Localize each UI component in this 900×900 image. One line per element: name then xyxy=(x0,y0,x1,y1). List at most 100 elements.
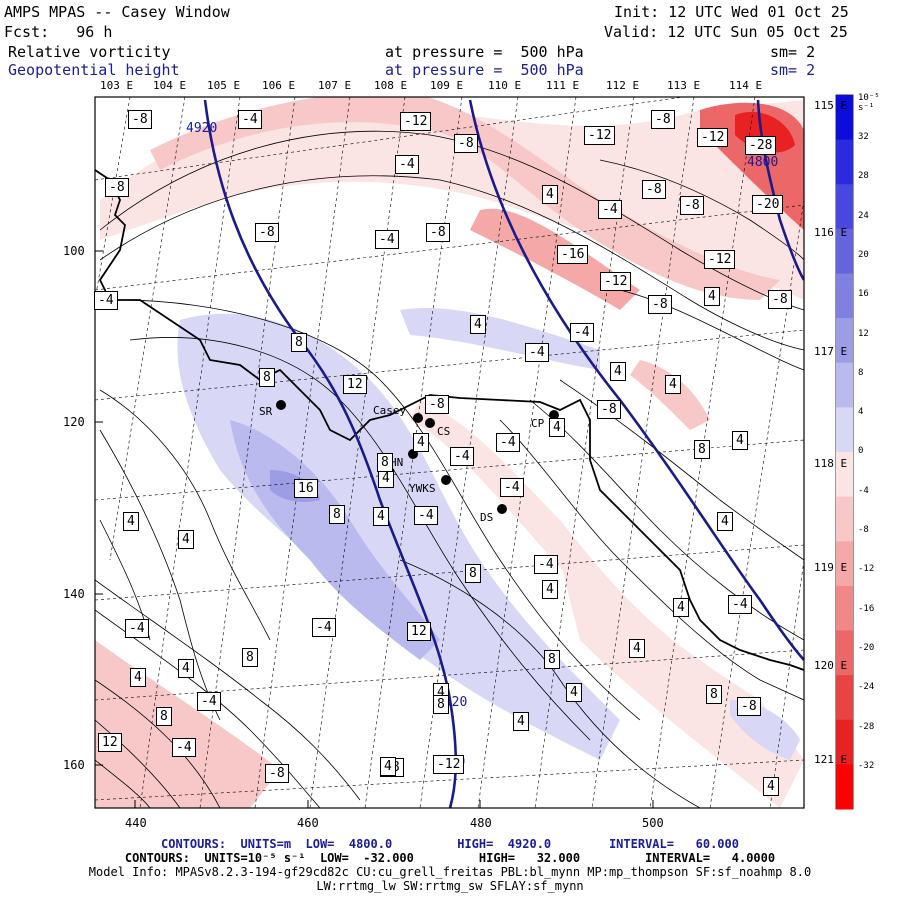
lat-label: 116 E xyxy=(814,226,848,239)
colorbar-segment xyxy=(836,139,853,185)
contour-value-label: -4 xyxy=(598,200,622,219)
contour-value-label: -4 xyxy=(534,555,558,574)
init-time: Init: 12 UTC Wed 01 Oct 25 xyxy=(614,3,849,21)
vorticity-contours xyxy=(95,130,804,808)
height-label-4800: 4800 xyxy=(747,155,779,170)
lon-label: 108 E xyxy=(374,79,408,92)
contour-value-label: -8 xyxy=(255,223,279,242)
contour-value-label: -4 xyxy=(125,619,149,638)
y-tick: 160 xyxy=(63,758,85,772)
colorbar-segment xyxy=(836,95,853,141)
field1-smoothing: sm= 2 xyxy=(770,43,816,61)
contour-value-label: 4 xyxy=(542,185,558,204)
contour-value-label: 4 xyxy=(373,507,389,526)
lon-label: 105 E xyxy=(207,79,241,92)
colorbar-label: 24 xyxy=(858,210,869,221)
contour-value-label: -8 xyxy=(642,180,666,199)
contour-value-label: 4 xyxy=(513,712,529,731)
lon-label: 107 E xyxy=(318,79,352,92)
contour-value-label: -8 xyxy=(425,395,449,414)
contour-value-label: 12 xyxy=(98,733,122,752)
colorbar-segment xyxy=(836,585,853,631)
contour-value-label: -4 xyxy=(728,595,752,614)
colorbar-label: 28 xyxy=(858,171,869,182)
model-title: AMPS MPAS -- Casey Window xyxy=(4,3,230,21)
lat-label: 119 E xyxy=(814,561,848,574)
pos-vorticity-east xyxy=(400,308,600,370)
lat-label: 121 E xyxy=(814,753,848,766)
station-label-cs: CS xyxy=(437,425,451,438)
contour-value-label: -4 xyxy=(94,291,118,310)
colorbar-segment xyxy=(836,318,853,364)
colorbar-label: -4 xyxy=(858,485,869,496)
contour-value-label: 8 xyxy=(242,648,258,667)
forecast-hour: Fcst: 96 h xyxy=(4,23,113,41)
colorbar-label: 0 xyxy=(858,446,864,457)
station-dot-cs xyxy=(425,418,435,428)
lon-label: 114 E xyxy=(729,79,763,92)
lon-label: 113 E xyxy=(667,79,701,92)
contour-value-label: -12 xyxy=(600,272,632,291)
field2-smoothing: sm= 2 xyxy=(770,61,816,79)
colorbar-segment xyxy=(836,228,853,274)
x-tick: 500 xyxy=(642,816,664,830)
contour-value-label: 12 xyxy=(343,375,367,394)
station-label-cp: CP xyxy=(531,417,545,430)
colorbar-segment xyxy=(836,362,853,408)
contour-value-label: -4 xyxy=(496,433,520,452)
contour-value-label: -4 xyxy=(172,738,196,757)
contour-value-label: -4 xyxy=(525,343,549,362)
station-label-ds: DS xyxy=(480,511,494,524)
lon-label: 111 E xyxy=(546,79,580,92)
neg-vorticity-core-east xyxy=(470,208,640,310)
contour-value-label: 4 xyxy=(123,512,139,531)
contour-value-label: 8 xyxy=(433,695,449,714)
field1-pressure: at pressure = 500 hPa xyxy=(385,43,584,61)
colorbar-label: -12 xyxy=(858,564,875,575)
contour-value-label: 4 xyxy=(763,777,779,796)
station-label-hn: HN xyxy=(390,456,404,469)
contour-value-label: 4 xyxy=(413,433,429,452)
colorbar-segment xyxy=(836,273,853,319)
contour-value-label: 4 xyxy=(673,598,689,617)
contour-value-label: 4 xyxy=(610,362,626,381)
x-tick: 480 xyxy=(470,816,492,830)
contour-value-label: -4 xyxy=(238,110,262,129)
colorbar-segment xyxy=(836,541,853,587)
station-dot-cp xyxy=(549,410,559,420)
colorbar-segment xyxy=(836,764,853,810)
contour-value-label: 4 xyxy=(704,287,720,306)
station-dot-sr xyxy=(276,400,286,410)
contour-value-label: -12 xyxy=(584,126,616,145)
contour-value-label: 4 xyxy=(629,639,645,658)
station-label-casey: Casey xyxy=(373,404,407,417)
contour-value-label: 4 xyxy=(380,757,396,776)
footer-model-info-2: LW:rrtmg_lw SW:rrtmg_sw SFLAY:sf_mynn xyxy=(316,879,584,893)
lon-label: 110 E xyxy=(488,79,522,92)
lat-label: 120 E xyxy=(814,659,848,672)
contour-value-label: 4 xyxy=(178,530,194,549)
contour-value-label: 4 xyxy=(178,659,194,678)
neg-vorticity-band-north xyxy=(100,100,804,300)
footer-height-contours: CONTOURS: UNITS=m LOW= 4800.0 HIGH= 4920… xyxy=(161,837,739,851)
colorbar-label: -20 xyxy=(858,642,875,653)
station-dot-casey xyxy=(413,413,423,423)
contour-value-label: 4 xyxy=(549,418,565,437)
lat-label: 115 E xyxy=(814,99,848,112)
y-tick: 120 xyxy=(63,415,85,429)
height-contour-4800 xyxy=(756,99,804,281)
lon-label: 103 E xyxy=(100,79,134,92)
contour-value-label: 8 xyxy=(377,453,393,472)
contour-value-label: 8 xyxy=(259,368,275,387)
colorbar-label: 4 xyxy=(858,407,864,418)
contour-value-label: 8 xyxy=(329,505,345,524)
contour-value-label: -16 xyxy=(557,245,589,264)
contour-value-label: 12 xyxy=(407,622,431,641)
footer-vorticity-contours: CONTOURS: UNITS=10⁻⁵ s⁻¹ LOW= -32.000 HI… xyxy=(124,851,776,865)
contour-value-label: -28 xyxy=(745,136,777,155)
contour-value-label: -4 xyxy=(500,478,524,497)
y-tick: 100 xyxy=(63,244,85,258)
contour-value-label: -8 xyxy=(737,697,761,716)
contour-value-label: 8 xyxy=(291,333,307,352)
